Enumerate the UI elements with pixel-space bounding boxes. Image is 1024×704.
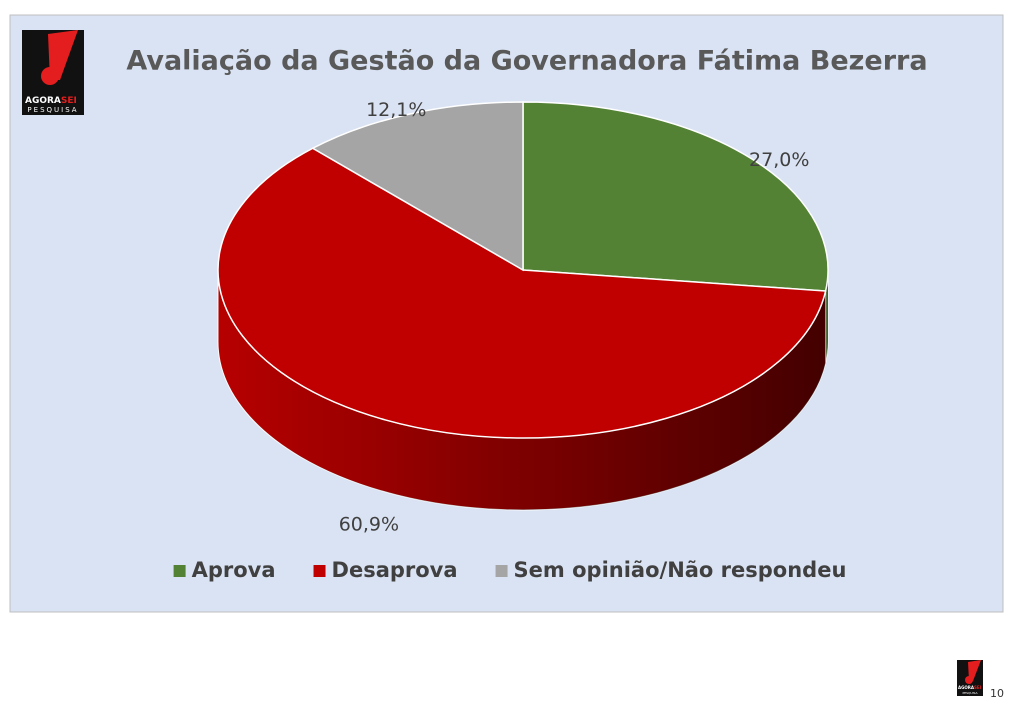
page-number: 10 — [990, 687, 1004, 700]
logo-brand-a: AGORA — [25, 96, 61, 106]
legend-swatch — [173, 565, 186, 577]
logo-small-brand-b: SEI — [974, 685, 982, 690]
logo-brand: AGORASEI — [25, 96, 77, 106]
legend: Aprova Desaprova Sem opinião/Não respondeu — [173, 558, 847, 582]
data-label: 12,1% — [366, 99, 426, 121]
logo-tagline: PESQUISA — [27, 106, 78, 114]
shade — [218, 270, 826, 510]
legend-swatch — [313, 565, 326, 577]
pie: 27,0% 60,9% 12,1% — [217, 99, 829, 535]
slice — [311, 101, 524, 272]
logo-small: AGORASEI PESQUISA — [957, 660, 983, 696]
legend-label: Sem opinião/Não respondeu — [514, 558, 847, 582]
logo-small-brand: AGORASEI — [958, 685, 982, 690]
logo-small-tagline: PESQUISA — [962, 691, 978, 695]
logo-brand-b: SEI — [61, 96, 77, 106]
data-label: 27,0% — [749, 149, 809, 171]
legend-swatch — [495, 565, 508, 577]
slice — [522, 101, 829, 292]
data-label: 60,9% — [339, 513, 399, 535]
logo: AGORASEI PESQUISA — [22, 30, 84, 115]
slice — [217, 147, 827, 439]
shade — [825, 270, 828, 364]
logo-small-brand-a: AGORA — [958, 685, 975, 690]
chart-title: Avaliação da Gestão da Governadora Fátim… — [126, 46, 927, 77]
legend-label: Aprova — [192, 558, 276, 582]
legend-label: Desaprova — [332, 558, 458, 582]
